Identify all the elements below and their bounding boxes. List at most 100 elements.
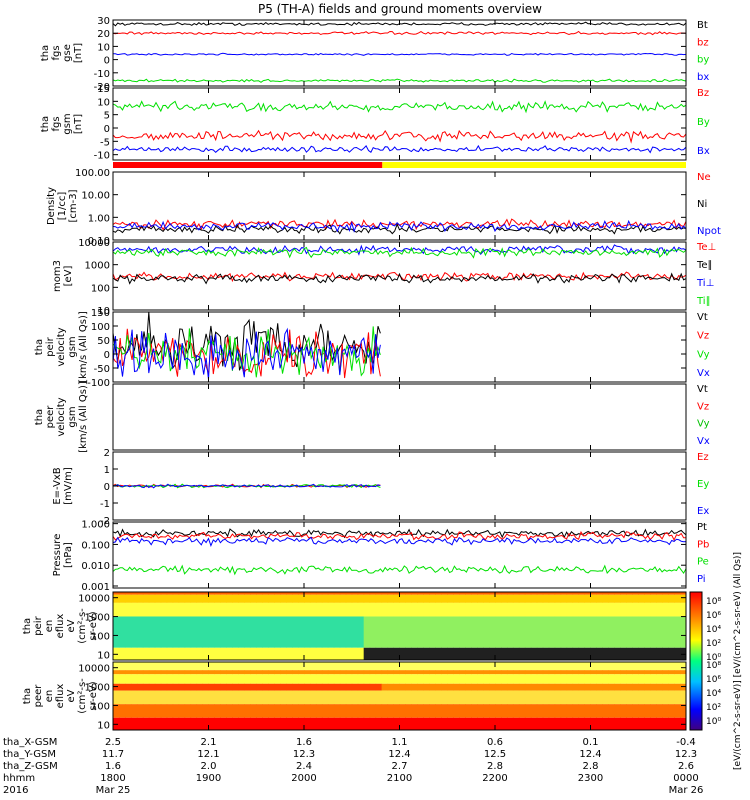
heatmap-cell — [298, 592, 305, 595]
heatmap-cell — [196, 662, 204, 671]
heatmap-cell — [512, 594, 520, 603]
heatmap-cell — [632, 594, 639, 603]
legend-By: By — [697, 117, 710, 128]
heatmap-cell — [315, 674, 323, 684]
heatmap-cell — [674, 704, 681, 718]
heatmap-cell — [602, 594, 609, 603]
heatmap-cell — [130, 602, 138, 617]
heatmap-cell — [447, 602, 454, 617]
ylabel-line: tha — [22, 618, 33, 634]
heatmap-cell — [459, 674, 466, 684]
heatmap-cell — [387, 717, 395, 730]
heatmap-cell — [172, 592, 180, 595]
heatmap-cell — [548, 704, 556, 718]
heatmap-cell — [166, 662, 174, 671]
ylabel-line: [eV] — [63, 266, 74, 287]
heatmap-cell — [113, 594, 120, 603]
heatmap-cell — [584, 690, 591, 705]
heatmap-cell — [244, 670, 251, 675]
heatmap-cell — [584, 594, 591, 603]
heatmap-cell — [465, 717, 472, 730]
heatmap-cell — [184, 647, 192, 660]
heatmap-cell — [214, 662, 221, 671]
heatmap-cell — [548, 616, 556, 648]
heatmap-cell — [566, 670, 574, 675]
heatmap-cell — [644, 690, 651, 705]
heatmap-cell — [327, 690, 335, 705]
legend-Vt: Vt — [697, 312, 708, 323]
heatmap-cell — [292, 670, 299, 675]
heatmap-cell — [477, 602, 484, 617]
heatmap-cell — [512, 690, 520, 705]
heatmap-cell — [375, 594, 383, 603]
heatmap-cell — [572, 683, 580, 691]
heatmap-cell — [453, 704, 460, 718]
heatmap-cell — [250, 594, 257, 603]
heatmap-cell — [578, 592, 586, 595]
heatmap-cell — [608, 683, 615, 691]
heatmap-cell — [632, 674, 639, 684]
heatmap-cell — [417, 616, 424, 648]
ylabel-line: tha — [34, 339, 45, 355]
heatmap-cell — [650, 690, 657, 705]
heatmap-cell — [560, 662, 568, 671]
heatmap-cell — [614, 616, 621, 648]
y-tick-label: 10 — [97, 97, 110, 108]
heatmap-cell — [321, 594, 329, 603]
heatmap-cell — [572, 616, 580, 648]
ylabel-line: gsm — [67, 336, 78, 357]
heatmap-cell — [238, 592, 245, 595]
heatmap-cell — [650, 594, 657, 603]
heatmap-cell — [208, 594, 215, 603]
ylabel-line: gsm — [62, 113, 73, 134]
heatmap-cell — [136, 594, 144, 603]
series-Bz — [112, 129, 687, 144]
heatmap-cell — [226, 717, 233, 730]
heatmap-cell — [620, 704, 627, 718]
heatmap-cell — [506, 592, 514, 595]
heatmap-cell — [393, 662, 400, 671]
heatmap-cell — [124, 616, 132, 648]
heatmap-cell — [315, 717, 323, 730]
heatmap-cell — [560, 690, 568, 705]
heatmap-cell — [483, 602, 490, 617]
heatmap-cell — [465, 683, 472, 691]
heatmap-cell — [465, 647, 472, 660]
panel-frame — [112, 19, 687, 87]
heatmap-cell — [327, 717, 335, 730]
xaxis-value: 0000 — [673, 773, 698, 784]
ylabel-line: en — [44, 690, 55, 703]
heatmap-cell — [345, 602, 353, 617]
ylabel-line: sr-eV) — [88, 681, 99, 710]
heatmap-cell — [411, 592, 418, 595]
heatmap-cell — [220, 674, 227, 684]
heatmap-cell — [656, 616, 663, 648]
heatmap-cell — [232, 594, 239, 603]
heatmap-cell — [321, 690, 329, 705]
heatmap-cell — [596, 683, 603, 691]
xaxis-value: 0.6 — [487, 737, 503, 748]
heatmap-cell — [453, 690, 460, 705]
heatmap-cell — [656, 690, 663, 705]
heatmap-cell — [447, 690, 454, 705]
heatmap-cell — [142, 647, 150, 660]
heatmap-cell — [668, 616, 675, 648]
heatmap-cell — [656, 602, 663, 617]
heatmap-cell — [393, 717, 400, 730]
heatmap-cell — [524, 670, 532, 675]
heatmap-cell — [387, 616, 395, 648]
heatmap-cell — [148, 602, 156, 617]
heatmap-cell — [638, 674, 645, 684]
heatmap-cell — [160, 662, 168, 671]
heatmap-cell — [471, 662, 478, 671]
heatmap-cell — [644, 594, 651, 603]
heatmap-cell — [650, 662, 657, 671]
heatmap-cell — [309, 704, 317, 718]
heatmap-cell — [220, 683, 227, 691]
heatmap-cell — [608, 704, 615, 718]
heatmap-cell — [489, 683, 496, 691]
heatmap-cell — [190, 674, 198, 684]
heatmap-cell — [274, 717, 281, 730]
heatmap-cell — [495, 592, 502, 595]
legend-Vz: Vz — [697, 401, 709, 412]
